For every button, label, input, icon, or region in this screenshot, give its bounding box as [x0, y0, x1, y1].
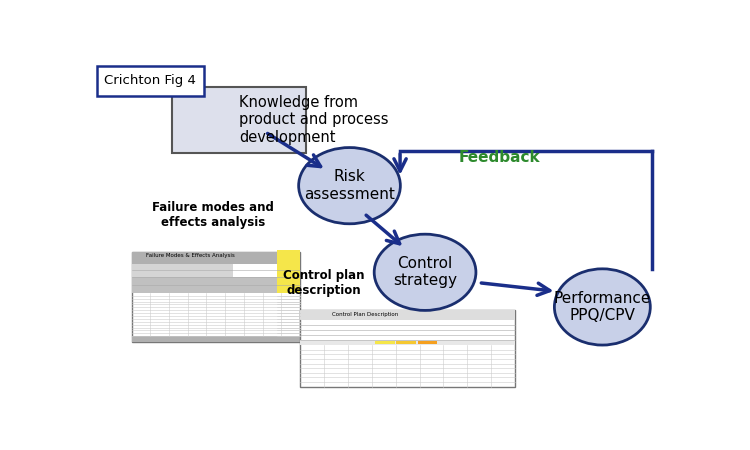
FancyBboxPatch shape: [300, 310, 515, 387]
Text: Failure Modes & Effects Analysis: Failure Modes & Effects Analysis: [146, 253, 235, 258]
FancyBboxPatch shape: [131, 252, 300, 264]
Text: Knowledge from
product and process
development: Knowledge from product and process devel…: [239, 95, 388, 145]
FancyBboxPatch shape: [131, 336, 300, 342]
FancyBboxPatch shape: [131, 277, 300, 293]
Text: Crichton Fig 4: Crichton Fig 4: [104, 74, 196, 87]
FancyBboxPatch shape: [375, 341, 394, 344]
Text: Control plan
description: Control plan description: [283, 269, 364, 297]
FancyBboxPatch shape: [418, 341, 437, 344]
FancyBboxPatch shape: [131, 264, 232, 270]
FancyBboxPatch shape: [278, 250, 300, 293]
Text: Control
strategy: Control strategy: [393, 256, 457, 288]
Text: Failure modes and
effects analysis: Failure modes and effects analysis: [152, 201, 274, 229]
FancyBboxPatch shape: [300, 340, 515, 345]
Text: Performance
PPQ/CPV: Performance PPQ/CPV: [554, 291, 651, 323]
Text: Risk
assessment: Risk assessment: [304, 170, 395, 202]
FancyBboxPatch shape: [397, 341, 416, 344]
FancyBboxPatch shape: [131, 270, 232, 277]
Text: Feedback: Feedback: [459, 150, 541, 166]
Text: Control Plan Description: Control Plan Description: [332, 312, 398, 317]
Ellipse shape: [298, 148, 400, 224]
Ellipse shape: [554, 269, 650, 345]
FancyBboxPatch shape: [172, 87, 306, 153]
FancyBboxPatch shape: [300, 310, 515, 320]
FancyBboxPatch shape: [97, 66, 204, 95]
FancyBboxPatch shape: [131, 252, 300, 342]
Ellipse shape: [374, 234, 476, 310]
